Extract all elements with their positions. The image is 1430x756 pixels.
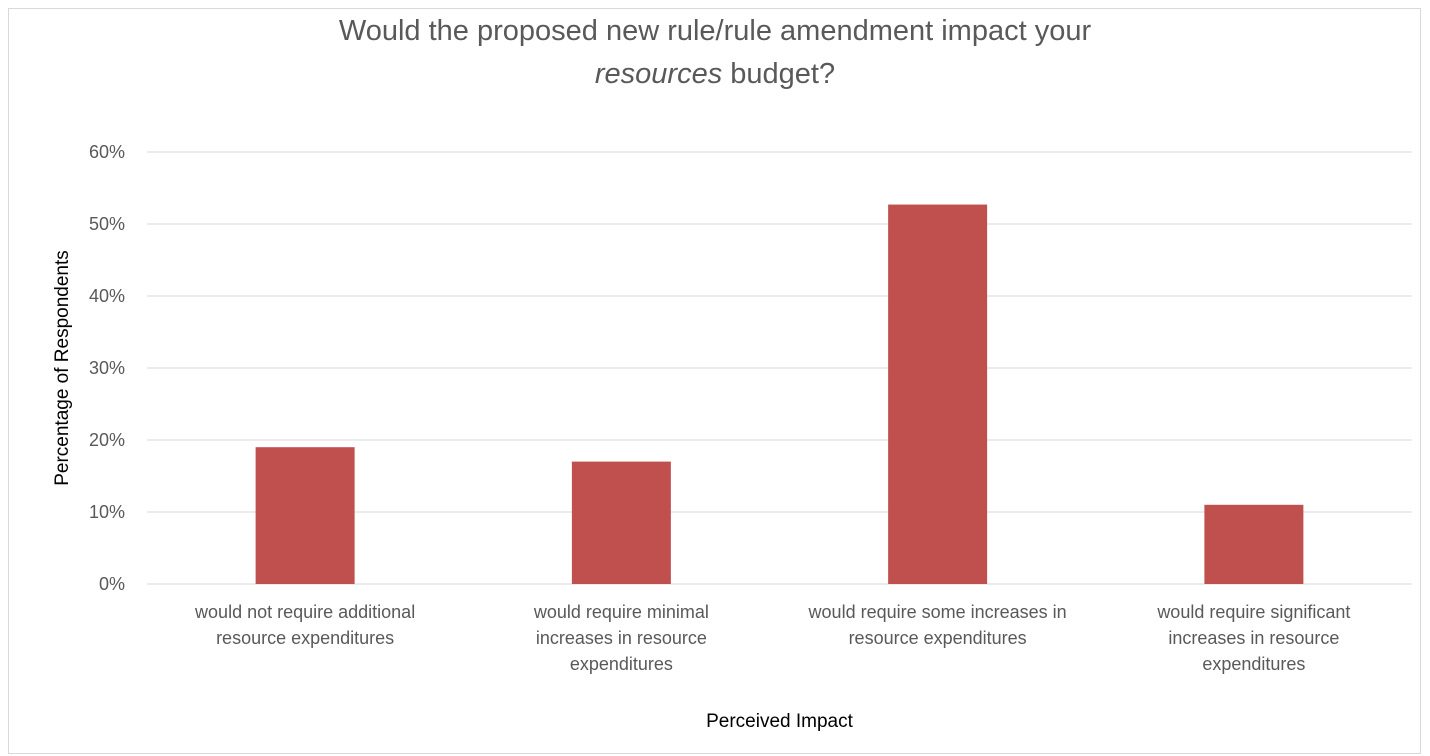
chart-title-line2: resources budget? (0, 53, 1430, 96)
x-category-label: resource expenditures (216, 628, 394, 648)
bar (255, 447, 355, 584)
x-category-label: resource expenditures (849, 628, 1027, 648)
y-axis-title: Percentage of Respondents (52, 250, 73, 486)
bar (571, 461, 671, 584)
y-tick-label: 50% (89, 214, 125, 234)
y-tick-label: 0% (99, 574, 125, 594)
chart-frame (8, 8, 1421, 754)
x-category-label: would not require additional (194, 602, 415, 622)
chart-title: Would the proposed new rule/rule amendme… (0, 10, 1430, 96)
y-tick-label: 20% (89, 430, 125, 450)
x-category-label: expenditures (570, 654, 673, 674)
y-tick-label: 40% (89, 286, 125, 306)
bar (1204, 504, 1304, 584)
x-category-label: would require significant (1156, 602, 1350, 622)
bar (888, 204, 988, 584)
x-category-label: would require minimal (533, 602, 709, 622)
x-category-label: increases in resource (1168, 628, 1339, 648)
chart-title-tail: budget? (722, 58, 836, 90)
x-category-label: expenditures (1202, 654, 1305, 674)
y-tick-label: 30% (89, 358, 125, 378)
y-tick-label: 60% (89, 142, 125, 162)
y-tick-label: 10% (89, 502, 125, 522)
chart-title-line1: Would the proposed new rule/rule amendme… (338, 15, 1092, 47)
x-category-label: increases in resource (536, 628, 707, 648)
x-category-label: would require some increases in (808, 602, 1067, 622)
x-axis-title: Perceived Impact (706, 711, 854, 732)
chart-title-italic: resources (594, 58, 723, 90)
